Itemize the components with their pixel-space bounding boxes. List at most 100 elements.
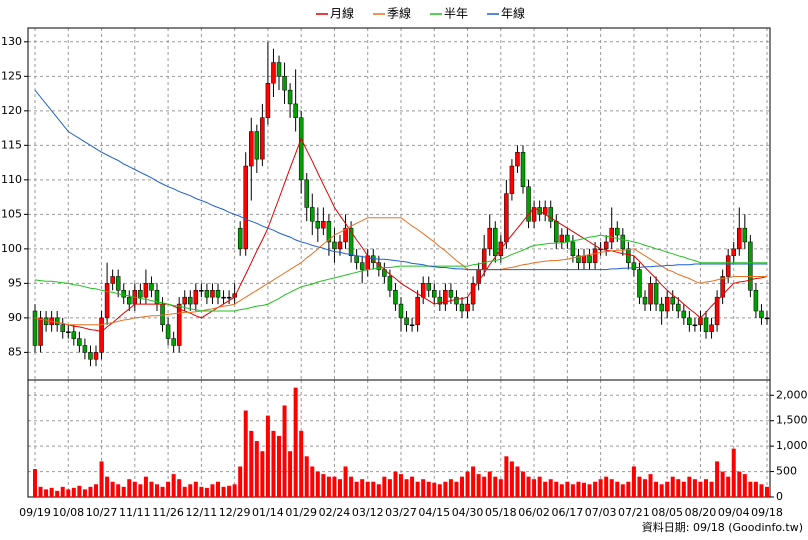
y-tick-label: 110 <box>1 173 22 186</box>
candle-body <box>237 227 243 250</box>
candle-body <box>415 296 420 326</box>
candle-body <box>703 317 709 332</box>
y-tick-label: 120 <box>1 104 22 117</box>
volume-bar <box>365 481 370 497</box>
candle-body <box>570 241 576 257</box>
volume-bar <box>382 476 387 497</box>
volume-bar <box>149 481 154 497</box>
x-tick-label: 11/11 <box>119 506 151 519</box>
volume-bar <box>665 481 670 497</box>
candle-body <box>587 255 592 263</box>
volume-bar <box>260 451 265 497</box>
volume-bar <box>33 469 37 497</box>
candle-body <box>698 317 703 326</box>
volume-bar <box>554 481 559 497</box>
volume-bar <box>99 461 104 497</box>
volume-bar <box>82 489 87 497</box>
volume-bar <box>437 484 442 497</box>
candle-body <box>725 255 731 277</box>
x-tick-label: 05/18 <box>485 506 517 519</box>
candle-body <box>171 338 176 346</box>
x-tick-label: 07/03 <box>585 506 617 519</box>
volume-bar <box>532 479 537 497</box>
volume-bar <box>759 484 764 497</box>
candle-body <box>509 165 515 194</box>
x-tick-label: 11/26 <box>152 506 184 519</box>
volume-bar <box>521 471 525 497</box>
x-tick-label: 09/19 <box>19 506 51 519</box>
candle-body <box>420 283 426 298</box>
candle-body <box>404 317 409 326</box>
x-tick-label: 09/04 <box>718 506 750 519</box>
candle-body <box>199 290 204 292</box>
volume-bar <box>155 484 159 497</box>
ma-line <box>34 234 767 312</box>
candle-body <box>104 283 110 319</box>
ma-line <box>34 89 767 271</box>
candle-body <box>60 324 65 332</box>
candle-body <box>720 276 725 298</box>
volume-bar <box>299 430 304 497</box>
volume-bar <box>221 486 226 497</box>
y-tick-label: 90 <box>8 311 22 324</box>
candle-body <box>38 317 43 346</box>
y2-tick-label: 1,000 <box>776 439 808 452</box>
candle-body <box>664 296 670 312</box>
candle-body <box>82 345 88 353</box>
y-tick-label: 100 <box>1 242 22 255</box>
candle-body <box>709 324 714 332</box>
volume-bar <box>620 484 625 497</box>
volume-bar <box>715 461 720 497</box>
legend-label: 季線 <box>387 6 411 21</box>
volume-bar <box>476 474 481 497</box>
legend-label: 年線 <box>501 6 525 21</box>
candle-body <box>310 207 315 222</box>
candle-body <box>110 276 115 284</box>
candle-body <box>332 241 337 250</box>
volume-bar <box>471 466 476 497</box>
volume-bar <box>726 476 731 497</box>
volume-bar <box>88 486 93 497</box>
volume-bar <box>637 476 642 497</box>
y2-tick-label: 500 <box>776 465 797 478</box>
volume-bar <box>648 474 653 497</box>
volume-bar <box>182 486 187 497</box>
volume-bar <box>404 479 409 497</box>
candle-body <box>260 117 265 160</box>
volume-bar <box>254 441 259 497</box>
candle-body <box>753 290 759 312</box>
volume-bar <box>515 466 520 497</box>
candle-body <box>714 296 720 326</box>
candle-body <box>764 317 770 320</box>
volume-bar <box>94 484 98 497</box>
volume-bar <box>332 476 337 497</box>
volume-bar <box>77 485 82 497</box>
volume-bar <box>737 471 742 497</box>
candle-body <box>188 296 193 305</box>
candle-body <box>620 234 626 250</box>
candle-body <box>77 338 82 346</box>
candle-body <box>249 131 254 167</box>
y2-tick-label: 1,500 <box>776 414 808 427</box>
candle-body <box>437 296 443 305</box>
candle-body <box>398 303 404 319</box>
volume-bar <box>121 486 126 497</box>
volume-bar <box>66 489 71 497</box>
volume-bar <box>232 484 237 497</box>
volume-bar <box>631 466 636 497</box>
candle-body <box>176 303 182 346</box>
volume-bar <box>487 471 492 497</box>
volume-bar <box>676 479 681 497</box>
volume-bar <box>698 481 703 497</box>
candle-body <box>221 296 226 299</box>
x-tick-label: 02/24 <box>319 506 351 519</box>
volume-bar <box>116 484 121 497</box>
y-tick-label: 115 <box>1 138 22 151</box>
candle-body <box>548 207 553 222</box>
candle-body <box>127 296 132 305</box>
candle-body <box>748 241 753 291</box>
volume-bar <box>748 481 753 497</box>
volume-bar <box>143 476 148 497</box>
candle-body <box>493 227 498 257</box>
candle-body <box>143 283 149 298</box>
